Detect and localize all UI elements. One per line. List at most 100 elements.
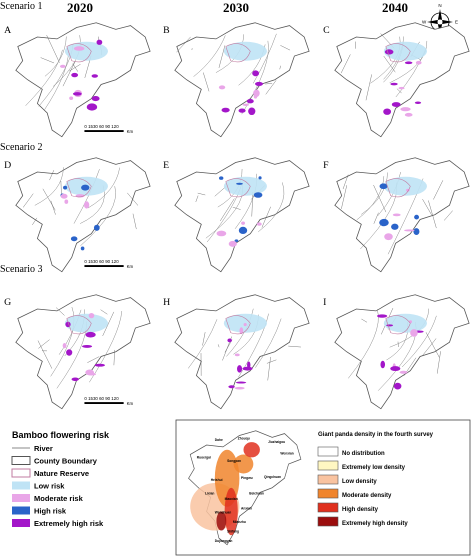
county-boundary: [100, 309, 108, 315]
legend-swatch: [12, 494, 30, 502]
legend-label: Low risk: [34, 482, 65, 491]
low-risk-zone: [383, 176, 427, 196]
legend-label: Nature Reserve: [34, 469, 89, 478]
legend-title: Bamboo flowering risk: [12, 430, 110, 440]
risk-zone: [248, 107, 256, 116]
legend-swatch: [11, 456, 31, 465]
county-boundary: [62, 61, 76, 87]
risk-zone: [379, 183, 388, 190]
panel-letter: D: [4, 160, 11, 171]
risk-zone: [85, 331, 96, 338]
scale-bar: [84, 402, 124, 404]
county-boundary: [72, 63, 79, 72]
inset-legend-swatch: [317, 460, 339, 471]
risk-zone: [252, 70, 260, 77]
scale-labels: 0 1530 60 90 120: [84, 396, 119, 401]
county-boundary: [373, 184, 387, 213]
inset-legend-title: Giant panda density in the fourth survey: [318, 432, 434, 438]
risk-zone: [390, 82, 398, 86]
inset-legend-label: Extremely high density: [342, 521, 408, 527]
risk-zone: [415, 60, 422, 65]
risk-zone: [73, 46, 85, 51]
place-name: Lixian: [205, 491, 214, 495]
risk-zone: [253, 192, 263, 198]
risk-zone: [243, 323, 247, 327]
low-risk-zone: [64, 41, 108, 61]
risk-zone: [59, 64, 66, 68]
place-name: Zhouqu: [238, 436, 250, 440]
study-area: [174, 22, 310, 138]
risk-zone: [391, 223, 399, 230]
legend-swatch: [12, 519, 30, 527]
risk-zone: [258, 176, 262, 180]
risk-zone: [392, 213, 401, 217]
study-area: [334, 294, 470, 410]
panel-letter: B: [163, 25, 170, 36]
risk-zone: [391, 102, 401, 107]
inset-legend-label: Extremely low density: [342, 465, 406, 471]
county-boundary: [340, 54, 351, 74]
place-name: Dahe: [215, 438, 223, 442]
risk-zone: [66, 349, 73, 356]
county-boundary: [218, 45, 226, 68]
map-panel: G 0 1530 60 90 120 Km: [4, 294, 151, 410]
county-boundary: [219, 198, 235, 222]
nature-reserve: [385, 43, 411, 63]
county-boundary: [279, 65, 281, 70]
county-boundary: [195, 195, 199, 203]
county-boundary: [102, 311, 115, 337]
place-name: Qingchuan: [264, 475, 281, 479]
county-boundary: [261, 206, 271, 228]
risk-zone: [256, 222, 262, 226]
year-header: 2020: [67, 0, 93, 15]
county-boundary: [113, 349, 115, 366]
inset-legend-label: No distribution: [342, 451, 385, 457]
study-area: [15, 22, 151, 138]
legend-label: County Boundary: [34, 457, 98, 466]
river: [193, 35, 226, 77]
inset-legend-swatch: [317, 502, 339, 513]
legend-swatch: [11, 468, 31, 478]
county-boundary: [422, 338, 437, 356]
inset-map: Dahe Zhouqu Ruoergai Jiuzhaigou Wenxian Songp…: [188, 430, 302, 546]
county-boundary: [373, 212, 379, 224]
river: [50, 306, 75, 377]
inset-legend-swatch: [317, 488, 339, 499]
county-boundary: [436, 351, 441, 374]
county-boundary: [23, 193, 34, 208]
risk-zone: [91, 74, 98, 78]
risk-zone: [81, 184, 90, 191]
legend-label: River: [34, 444, 53, 453]
risk-zone: [88, 313, 95, 319]
risk-zone: [72, 92, 82, 96]
risk-zone: [242, 366, 253, 371]
risk-zone: [63, 185, 68, 190]
county-boundary: [361, 318, 368, 323]
county-boundary: [87, 356, 100, 363]
risk-zone: [404, 61, 413, 65]
nature-reserve: [385, 315, 411, 335]
nature-reserve: [66, 178, 92, 198]
nature-reserve: [225, 178, 251, 198]
county-boundary: [203, 72, 210, 92]
risk-zone: [94, 363, 105, 367]
scenario-label: Scenario 1: [0, 1, 43, 12]
county-boundary: [428, 200, 437, 229]
risk-zone: [228, 385, 235, 389]
risk-zone: [255, 81, 264, 86]
study-area: [334, 22, 470, 138]
risk-zone: [390, 366, 401, 372]
county-boundary: [444, 210, 453, 221]
river: [53, 35, 81, 87]
county-boundary: [32, 217, 38, 226]
scenario-label: Scenario 2: [0, 142, 43, 153]
risk-zone: [83, 201, 90, 209]
risk-zone: [96, 39, 103, 45]
place-name: Pingwu: [241, 476, 253, 480]
county-boundary: [288, 345, 301, 348]
county-boundary: [266, 359, 277, 364]
panel-letter: E: [163, 160, 169, 171]
river: [258, 182, 285, 233]
river: [377, 171, 401, 216]
